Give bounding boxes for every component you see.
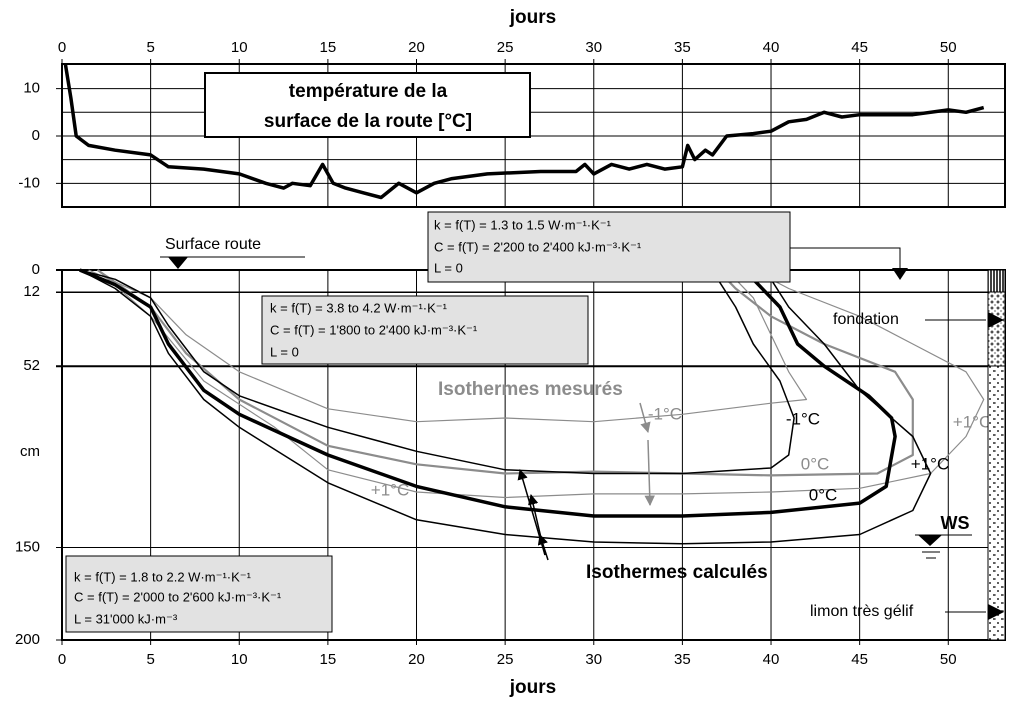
layer-text: k = f(T) = 1.3 to 1.5 W·m⁻¹·K⁻¹: [434, 217, 612, 232]
pointer: [790, 247, 901, 268]
layer-text: L = 0: [434, 260, 463, 275]
title-box: [204, 72, 531, 138]
isotherm-label: 0°C: [801, 454, 830, 473]
x-tick-label: 45: [851, 39, 868, 56]
x-tick-label: 10: [231, 39, 248, 56]
pointer-head: [892, 268, 908, 280]
pointer: [639, 402, 651, 434]
layer-text: L = 0: [270, 344, 299, 359]
isotherm-line: [97, 269, 985, 499]
isotherm-label: -1°C: [786, 409, 820, 428]
x-tick-label: 50: [940, 39, 957, 56]
x-tick-label: 5: [146, 39, 154, 56]
layer-box: [261, 295, 589, 365]
y-tick-label: 0: [32, 127, 40, 144]
ws-marker: [918, 535, 942, 546]
layer-box: [427, 211, 791, 283]
x-tick-label: 0: [58, 39, 66, 56]
layer-text: C = f(T) = 2'000 to 2'600 kJ·m⁻³·K⁻¹: [74, 589, 282, 604]
annotations: température de la surface de la route [°…: [65, 72, 1006, 641]
isotherm-label: -1°C: [648, 404, 682, 423]
isotherm-label: 0°C: [809, 485, 838, 504]
soil-layer: [987, 291, 1006, 367]
layer-text: C = f(T) = 2'200 to 2'400 kJ·m⁻³·K⁻¹: [434, 239, 642, 254]
ws-label: WS: [941, 513, 970, 533]
pointer-head: [988, 604, 1004, 620]
title: température de la: [289, 81, 448, 102]
pointer: [644, 439, 655, 507]
temperature-line: [63, 64, 985, 200]
y-tick-label: 12: [23, 283, 40, 300]
soil-layer: [987, 269, 1006, 293]
x-axis-label: jours: [509, 7, 556, 28]
x-tick-label: 30: [585, 39, 602, 56]
isotherm-line: [88, 269, 808, 423]
isotherm-label: +1°C: [911, 454, 949, 473]
layer-text: L = 31'000 kJ·m⁻³: [74, 611, 178, 626]
y-tick-label: 0: [32, 261, 40, 278]
group-label: Isothermes calculés: [586, 562, 768, 583]
y-tick-label: 52: [23, 357, 40, 374]
x-tick-label: 5: [146, 651, 154, 668]
fondation-label: fondation: [833, 311, 899, 328]
layer-box: [65, 555, 333, 633]
y-axis-label: cm: [20, 443, 40, 460]
layer-text: C = f(T) = 1'800 to 2'400 kJ·m⁻³·K⁻¹: [270, 322, 478, 337]
y-tick-label: -10: [18, 174, 40, 191]
layer-text: k = f(T) = 3.8 to 4.2 W·m⁻¹·K⁻¹: [270, 300, 448, 315]
title: surface de la route [°C]: [264, 111, 472, 132]
x-tick-label: 25: [497, 39, 514, 56]
y-tick-label: 200: [15, 631, 40, 648]
isotherm-label: +1°C: [371, 480, 409, 499]
x-tick-label: 25: [497, 651, 514, 668]
y-tick-label: 150: [15, 538, 40, 555]
isotherm-line: [79, 269, 795, 475]
x-tick-label: 15: [320, 651, 337, 668]
pointer: [537, 533, 549, 561]
x-tick-label: 20: [408, 651, 425, 668]
x-tick-label: 35: [674, 651, 691, 668]
x-tick-label: 45: [851, 651, 868, 668]
isotherm-label: +1°C: [953, 412, 991, 431]
x-axis-label: jours: [509, 677, 556, 698]
pointer-head: [988, 312, 1004, 328]
x-tick-label: 20: [408, 39, 425, 56]
x-tick-label: 40: [763, 651, 780, 668]
surface-marker: [168, 257, 188, 269]
x-tick-label: 15: [320, 39, 337, 56]
x-tick-label: 50: [940, 651, 957, 668]
x-tick-label: 30: [585, 651, 602, 668]
limon-label: limon très gélif: [810, 603, 914, 620]
group-label: Isothermes mesurés: [438, 379, 623, 400]
x-tick-label: 35: [674, 39, 691, 56]
x-tick-label: 40: [763, 39, 780, 56]
x-tick-label: 10: [231, 651, 248, 668]
isotherm-line: [79, 268, 897, 518]
layer-text: k = f(T) = 1.8 to 2.2 W·m⁻¹·K⁻¹: [74, 569, 252, 584]
soil-layer: [987, 365, 1006, 641]
y-tick-label: 10: [23, 80, 40, 97]
surface-label: Surface route: [165, 236, 261, 253]
isotherm-line: [96, 269, 914, 477]
isotherm-line: [79, 269, 932, 545]
x-tick-label: 0: [58, 651, 66, 668]
